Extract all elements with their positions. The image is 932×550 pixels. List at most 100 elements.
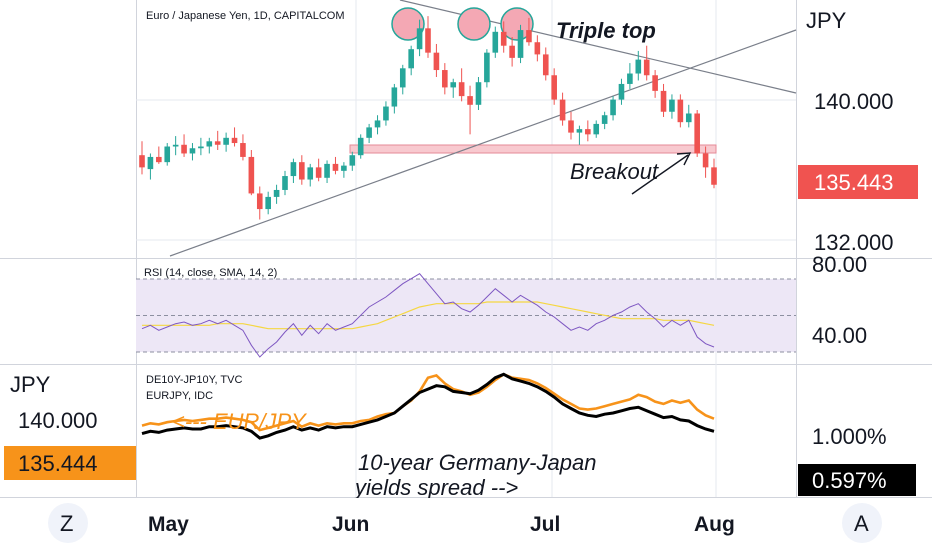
candle-body [442, 70, 448, 88]
candle-body [685, 113, 692, 123]
candle-body [660, 90, 667, 112]
breakout-annotation: Breakout [570, 159, 659, 184]
candle-body [147, 156, 154, 170]
candle-body [433, 52, 440, 71]
candle-body [450, 82, 457, 88]
candle-body [643, 59, 650, 76]
candle-body [223, 137, 229, 145]
candle-body [492, 31, 499, 53]
triple-top-annotation: Triple top [556, 18, 656, 43]
month-label-jun: Jun [332, 513, 369, 536]
breakout-arrow [631, 154, 689, 195]
candle-body [156, 156, 162, 163]
candle-body [332, 163, 339, 171]
price-tick-132: 132.000 [814, 230, 894, 255]
price-pane [136, 0, 796, 258]
candle-body [467, 96, 473, 105]
candle-body [273, 189, 280, 197]
candle-body [206, 141, 213, 147]
candle-body [248, 156, 255, 194]
price-tick-140: 140.000 [814, 89, 894, 114]
breakout-arrowhead [676, 152, 692, 166]
candle-body [341, 165, 347, 171]
candle-body [164, 146, 171, 163]
spread-last-label: 0.597% [812, 468, 887, 493]
candle-body [383, 106, 389, 121]
time-axis-bar [0, 498, 932, 550]
auto-scale-button-bg[interactable] [842, 503, 882, 543]
candle-body [265, 196, 271, 210]
candle-body [374, 120, 381, 128]
candle-body [416, 28, 423, 50]
zoom-button[interactable]: Z [60, 511, 73, 536]
rsi-sma-line [142, 301, 715, 330]
rsi-tick-80: 80.00 [812, 252, 867, 277]
candle-body [307, 167, 314, 180]
spread-pane-subtitle: EURJPY, IDC [146, 390, 213, 402]
last-price-label: 135.443 [814, 170, 894, 195]
spread-pane-title: DE10Y-JP10Y, TVC [146, 374, 242, 386]
candle-body [315, 167, 322, 178]
zoom-button-bg[interactable] [48, 503, 88, 543]
candle-body [484, 52, 490, 83]
candles-group [139, 16, 717, 220]
candle-body [256, 193, 263, 210]
candle-body [391, 87, 398, 107]
candle-body [694, 113, 700, 154]
candle-body [610, 99, 616, 116]
candle-body [534, 42, 541, 55]
candle-body [458, 82, 465, 97]
support-zone [349, 144, 717, 154]
candle-body [408, 49, 414, 69]
spread-line [141, 372, 715, 440]
candle-body [475, 82, 482, 105]
triple-top-marker-3 [500, 7, 534, 41]
month-label-aug: Aug [694, 513, 735, 536]
candle-body [189, 148, 196, 154]
candle-body [198, 146, 204, 149]
candle-body [635, 59, 642, 74]
candle-body [627, 73, 633, 84]
auto-scale-button[interactable]: A [854, 511, 869, 536]
candle-body [282, 176, 288, 190]
candle-body [290, 162, 297, 177]
price-axis-unit: JPY [806, 8, 847, 33]
eurjpy-line [141, 372, 715, 432]
candle-body [324, 163, 330, 178]
candle-body [601, 115, 608, 124]
last-price-badge [798, 165, 918, 199]
candle-body [509, 45, 515, 58]
spread-annotation-line2: yields spread --> [353, 475, 518, 500]
month-label-may: May [148, 513, 189, 536]
candle-body [568, 120, 574, 133]
month-label-jul: Jul [530, 513, 560, 536]
spread-left-tick-140: 140.000 [18, 408, 98, 433]
candle-body [357, 137, 364, 156]
candle-body [542, 54, 549, 76]
candle-body [172, 144, 179, 147]
candle-body [585, 129, 591, 135]
triple-top-marker-1 [391, 7, 425, 41]
rsi-title: RSI (14, close, SMA, 14, 2) [144, 267, 277, 279]
spread-right-tick: 1.000% [812, 424, 887, 449]
eurjpy-annotation: <--- EUR/JPY [172, 409, 307, 434]
candle-body [559, 99, 566, 121]
candle-body [181, 144, 187, 154]
candle-body [551, 75, 557, 100]
candle-body [669, 99, 675, 112]
candle-body [526, 30, 532, 43]
candle-body [231, 137, 238, 144]
spread-last-badge [798, 464, 916, 496]
candle-body [425, 28, 431, 53]
candle-body [702, 153, 709, 168]
candle-body [139, 155, 145, 168]
candle-body [618, 83, 625, 100]
candle-body [652, 75, 658, 91]
candle-body [517, 30, 524, 58]
candle-body [240, 143, 246, 157]
rsi-tick-40: 40.00 [812, 323, 867, 348]
eurjpy-last-badge [4, 446, 136, 480]
candle-body [500, 31, 507, 46]
spread-left-axis-unit: JPY [10, 372, 51, 397]
